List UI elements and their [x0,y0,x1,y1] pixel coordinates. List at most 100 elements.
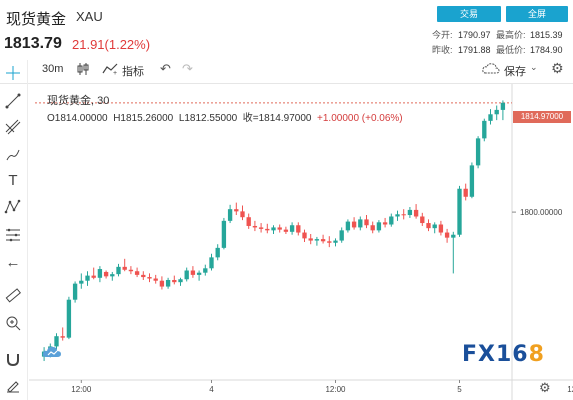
candle-body [308,238,313,241]
trend-line-icon[interactable] [4,92,22,110]
last-price: 1813.79 [4,35,62,52]
candle-body [339,230,344,241]
text-tool-icon[interactable]: T [8,172,18,189]
lock-drawing-icon[interactable] [4,376,22,394]
toolbar-divider [0,83,573,84]
candle-body [54,336,59,347]
undo-icon[interactable]: ↶ [160,61,171,76]
candle-body [134,271,140,275]
x-tick-label: 4 [209,385,214,394]
indicators-icon[interactable]: + [102,62,118,76]
candle-body [190,270,196,275]
ohlc-delta: +1.00000 (+0.06%) [317,113,403,124]
candle-body [413,209,419,217]
ohlc-low: L1812.55000 [178,113,238,124]
candle-body [457,188,462,235]
price-change: 21.91(1.22%) [72,37,151,52]
candle-body [79,280,84,284]
ohlc-high: H1815.26000 [113,113,174,124]
ruler-icon[interactable] [4,286,22,304]
candle-body [227,209,233,221]
low-value: 1784.90 [530,45,563,55]
drawing-tools-sidebar: T ← [0,60,28,400]
candle-body [159,280,165,287]
candle-type-icon[interactable] [76,62,90,76]
last-price-tag: 1814.97000 [513,111,571,123]
candle-body [327,241,332,243]
x-tick-label: 5 [457,385,462,394]
interval-selector[interactable]: 30m [42,63,64,75]
ohlc-open: O1814.00000 [47,113,108,124]
candle-body [116,266,121,275]
candle-body [277,227,282,230]
candle-body [265,228,270,231]
save-button[interactable]: 保存 [504,66,526,78]
candlestick-chart-svg[interactable]: 1800.00000 12:00 4 12:00 5 12:00 [29,84,573,400]
instrument-title: 现货黄金 [6,11,67,28]
candle-body [60,336,65,338]
settings-gear-icon[interactable]: ⚙ [551,60,564,76]
price-chart[interactable]: 1800.00000 12:00 4 12:00 5 12:00 [29,84,573,400]
back-arrow-icon[interactable]: ← [5,254,21,271]
magnet-icon[interactable] [4,350,22,368]
indicators-button[interactable]: 指标 [122,66,144,78]
save-dropdown-chevron-icon[interactable]: ⌄ [530,62,538,72]
candle-body [178,279,183,283]
high-label: 最高价: [496,30,526,40]
pattern-icon[interactable] [4,198,22,216]
candle-body [364,219,369,226]
open-value: 1790.97 [458,30,491,40]
candle-body [475,138,481,166]
fx168-logo: FX168 [462,342,545,367]
candle-body [122,266,127,270]
quote-stats: 今开: 1790.97 最高价: 1815.39 昨收: 1791.88 最低价… [432,28,572,58]
legend-instrument: 现货黄金, 30 [47,95,110,107]
candle-body [389,216,394,225]
candle-body [196,272,202,275]
candle-body [401,214,406,216]
candle-body [165,279,171,287]
candle-body [432,224,437,229]
candle-body [209,257,214,269]
fullscreen-button[interactable]: 全屏 [506,6,568,22]
candle-body [215,247,220,258]
instrument-symbol: XAU [76,9,103,24]
candle-body [271,227,276,231]
redo-icon[interactable]: ↷ [182,61,193,76]
candle-body [66,299,72,338]
candle-body [333,240,338,243]
candle-body [451,234,456,238]
candle-body [407,209,413,216]
candle-body [141,274,146,278]
candle-body [351,221,357,228]
candle-body [252,225,258,228]
fib-tool-icon[interactable] [4,118,22,136]
candle-body [395,214,400,217]
candle-body [221,220,227,248]
crosshair-icon[interactable] [4,64,22,82]
candle-body [302,232,307,239]
chart-toolbar: 30m + 指标 ↶ ↷ 保存 ⌄ ⚙ [36,60,573,80]
candle-body [463,188,468,197]
candle-body [444,232,450,238]
candle-body [314,239,320,241]
candle-body [376,222,382,231]
candle-body [97,269,103,278]
trade-button[interactable]: 交易 [437,6,501,22]
prediction-icon[interactable] [4,226,22,244]
zoom-in-icon[interactable] [4,314,22,332]
open-label: 今开: [432,30,453,40]
candle-body [438,224,444,233]
brush-icon[interactable] [4,146,22,164]
candle-body [147,277,152,279]
candle-body [240,211,245,218]
cloud-icon[interactable] [42,345,62,359]
candle-body [103,271,109,277]
candle-body [203,268,208,273]
candle-body [283,229,289,232]
candle-body [128,269,134,272]
axis-settings-gear-icon[interactable]: ⚙ [539,380,551,395]
cloud-save-icon[interactable] [482,62,500,75]
ohlc-close: 收=1814.97000 [242,113,312,124]
svg-text:+: + [113,70,117,76]
